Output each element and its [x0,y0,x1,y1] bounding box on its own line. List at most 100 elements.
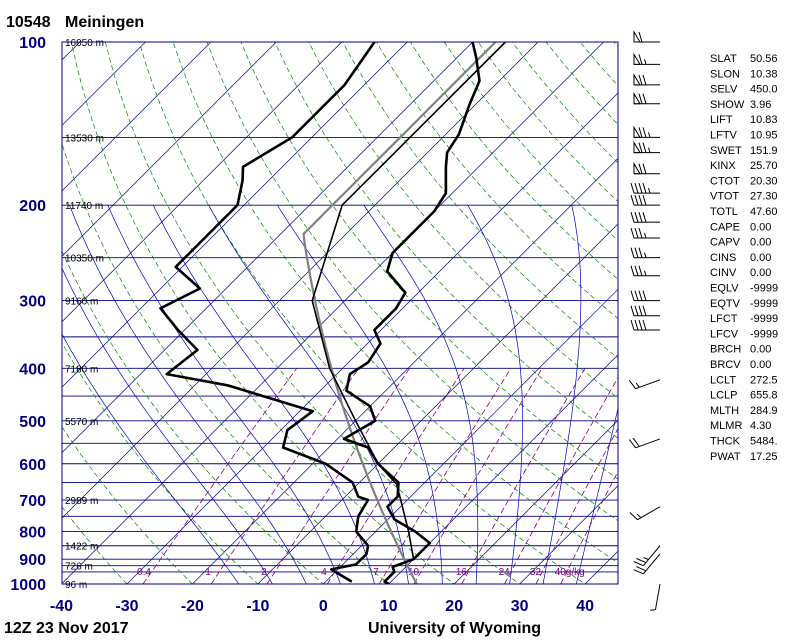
index-value: 20.30 [750,175,778,187]
parcel-line [311,42,506,560]
mixing-ratio-line [378,368,512,584]
stability-indices: SLAT 50.56 SLON 10.38 SELV 450.0 SHOW 3.96 LIFT 1… [710,53,778,463]
isotherm-line [62,42,342,323]
mixing-ratio-line [560,470,618,584]
wind-barb [633,553,661,575]
index-value: -9999 [750,283,778,295]
isotherm-line [257,223,618,584]
wind-barb [633,125,661,138]
index-key: MLTH [710,405,739,417]
isotherm-line [62,42,473,454]
index-key: KINX [710,160,736,172]
dry-adiabat-line [410,42,618,280]
index-value: 0.00 [750,344,771,356]
pressure-tick-label: 100 [19,35,46,52]
index-row: EQLV -9999 [710,283,778,295]
mixing-ratio-line [142,368,298,584]
index-key: THCK [710,436,741,448]
index-row: KINX 25.70 [710,160,778,172]
moist-adiabat-line [575,406,618,584]
dry-adiabat-line [62,250,324,584]
index-row: CAPE 0.00 [710,221,771,233]
index-key: CAPV [710,237,741,249]
pressure-tick-label: 300 [19,294,46,311]
index-key: SHOW [710,99,745,111]
index-row: SWET 151.9 [710,145,778,157]
index-value: 450.0 [750,84,778,96]
index-value: 4.30 [750,420,771,432]
temperature-tick-label: -20 [181,598,204,615]
pressure-tick-label: 200 [19,198,46,215]
mixing-ratio-label: 4 [321,567,327,578]
isotherm-line [0,42,14,584]
index-key: LFTV [710,130,738,142]
dry-adiabat-line [206,42,618,522]
temperature-tick-label: 20 [445,598,463,615]
height-label: 16050 m [65,38,104,49]
height-label: 96 m [65,580,87,591]
index-key: LCLP [710,390,738,402]
index-row: LCLP 655.8 [710,390,778,402]
pressure-tick-label: 900 [19,552,46,569]
pressure-tick-label: 400 [19,361,46,378]
background-grid [0,42,800,596]
mixing-ratio-labels: 0.4 1 2 4 7 10 16 24 32 40g/kg [137,567,585,578]
moist-adiabat-line [208,204,409,584]
index-row: SLON 10.38 [710,68,778,80]
index-value: 5484. [750,436,778,448]
dry-adiabat-line [682,42,800,596]
index-row: LFTV 10.95 [710,130,778,142]
index-row: SELV 450.0 [710,84,778,96]
wind-barb [633,161,661,175]
index-key: VTOT [710,191,739,203]
moist-adiabat-line [62,267,273,584]
wind-barb [628,437,661,449]
index-row: MLMR 4.30 [710,420,771,432]
index-value: 151.9 [750,145,778,157]
temperature-tick-label: 0 [319,598,328,615]
mixing-ratio-line [535,427,618,584]
index-key: SELV [710,84,738,96]
index-value: 0.00 [750,359,771,371]
index-value: 17.25 [750,451,778,463]
moist-adiabat-line [363,204,479,584]
index-key: SWET [710,145,742,157]
index-row: LFCV -9999 [710,328,778,340]
wind-barb [630,305,661,317]
moist-adiabat-line [152,204,375,584]
index-value: 272.5 [750,374,778,386]
index-value: 25.70 [750,160,778,172]
index-value: 284.9 [750,405,778,417]
index-key: BRCV [710,359,741,371]
wind-barb [630,247,661,259]
mixing-ratio-line [266,368,410,584]
pressure-axis-labels: 100 200 300 400 500 600 700 800 900 1000 [10,35,46,594]
standard-atmosphere-line [302,42,498,584]
mixing-ratio-label: 1 [205,567,211,578]
index-key: CINV [710,267,737,279]
moist-adiabat-line [62,333,240,584]
height-label: 1422 m [65,542,98,553]
pressure-tick-label: 800 [19,525,46,542]
pressure-tick-label: 500 [19,414,46,431]
pressure-tick-label: 700 [19,493,46,510]
index-value: 10.95 [750,130,778,142]
index-key: EQLV [710,283,739,295]
isotherm-line [323,288,618,584]
footer-source: University of Wyoming [368,620,541,637]
mixing-ratio-line [210,368,360,584]
mixing-ratio-label: 2 [261,567,267,578]
height-label: 11740 m [65,201,103,212]
temperature-tick-label: 30 [511,598,529,615]
wind-barbs [628,30,661,611]
temperature-line [342,42,481,584]
isotherm-line [388,354,618,584]
index-key: LIFT [710,114,733,126]
wind-barb [633,30,661,43]
dry-adiabat-line [62,342,259,584]
index-row: LFCT -9999 [710,313,778,325]
index-value: 0.00 [750,267,771,279]
index-row: VTOT 27.30 [710,191,778,203]
height-label: 13530 m [65,133,104,144]
isotherm-line [62,42,604,584]
